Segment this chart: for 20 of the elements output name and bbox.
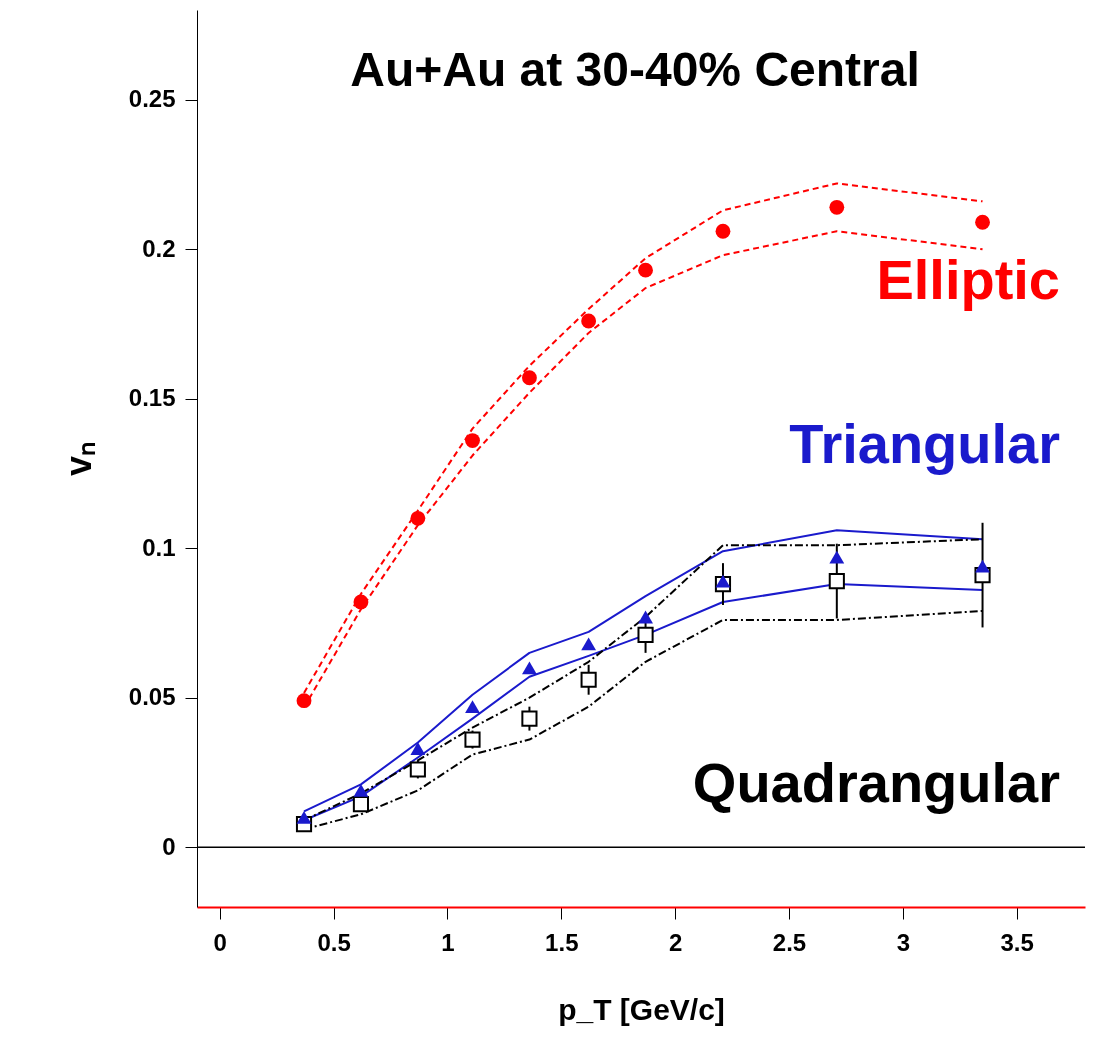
- x-tick-label: 0.5: [317, 928, 351, 956]
- y-axis-title: vₙ: [57, 441, 99, 477]
- x-tick-label: 1.5: [545, 928, 579, 956]
- x-tick-label: 0: [213, 928, 227, 956]
- series-label: Triangular: [789, 412, 1060, 476]
- text: Au+Au at 30-40% Central: [350, 43, 920, 96]
- y-tick-label: 0.15: [128, 384, 176, 412]
- x-tick-label: 2.5: [772, 928, 807, 956]
- x-tick-label: 2: [668, 928, 683, 956]
- y-tick-label: 0: [162, 832, 176, 860]
- x-tick-label: 1: [441, 928, 455, 956]
- x-tick-label: 3: [896, 928, 911, 956]
- text: Quadrangular: [692, 751, 1060, 815]
- y-tick-label: 0.2: [142, 234, 176, 262]
- series-label: Elliptic: [876, 248, 1060, 312]
- y-tick-label: 0.1: [142, 533, 176, 561]
- x-axis-title: p_T [GeV/c]: [558, 992, 725, 1026]
- y-tick-label: 0.05: [128, 683, 176, 711]
- y-tick-label: 0.25: [128, 85, 176, 113]
- x-tick-label: 3.5: [1000, 928, 1034, 956]
